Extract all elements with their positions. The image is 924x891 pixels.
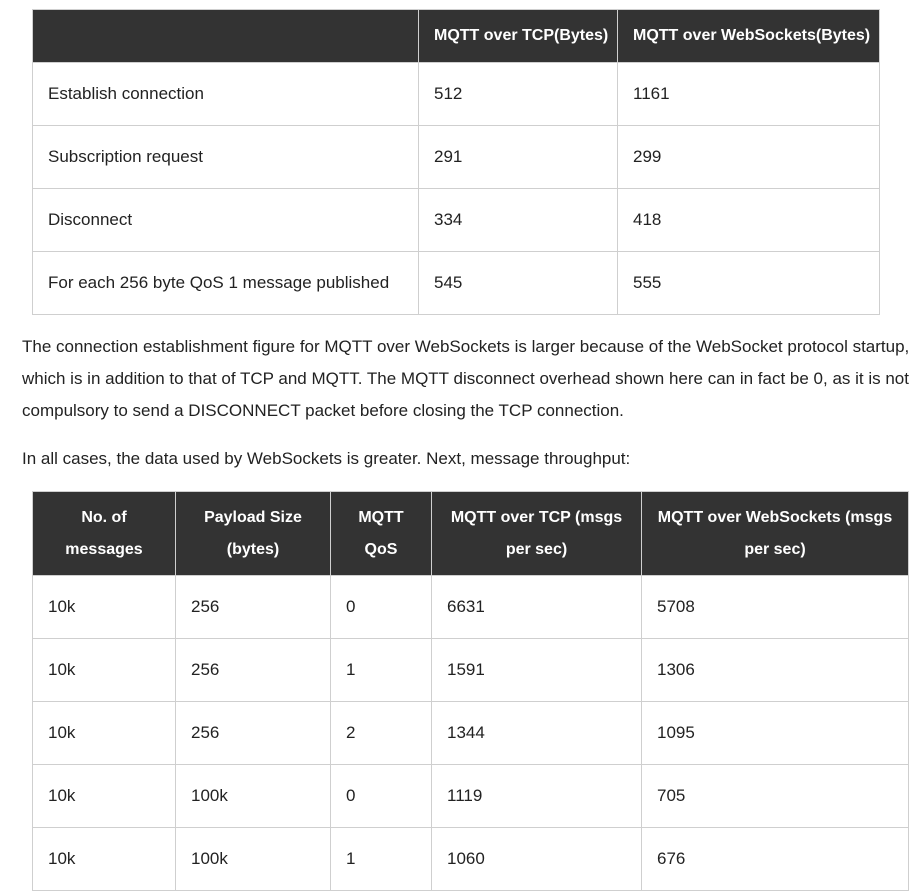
table-cell: 299 <box>617 125 880 189</box>
table-row: 10k 256 1 1591 1306 <box>32 638 909 702</box>
table-cell: 545 <box>418 251 618 315</box>
table-row: Disconnect 334 418 <box>32 188 880 252</box>
table-cell: 0 <box>330 764 432 828</box>
table-cell: 1306 <box>641 638 909 702</box>
table-cell: 1119 <box>431 764 642 828</box>
table-row: Subscription request 291 299 <box>32 125 880 189</box>
table-cell: 256 <box>175 638 331 702</box>
table-row: 10k 256 0 6631 5708 <box>32 575 909 639</box>
throughput-header-cell: No. of messages <box>32 491 176 576</box>
throughput-header-cell: MQTT over WebSockets (msgs per sec) <box>641 491 909 576</box>
table-cell: 1 <box>330 638 432 702</box>
throughput-intro-paragraph: In all cases, the data used by WebSocket… <box>22 449 631 468</box>
table-cell: 512 <box>418 62 618 126</box>
table-cell: 10k <box>32 575 176 639</box>
table-row: Establish connection 512 1161 <box>32 62 880 126</box>
throughput-table: No. of messages Payload Size (bytes) MQT… <box>32 491 909 891</box>
throughput-header-row: No. of messages Payload Size (bytes) MQT… <box>32 491 909 576</box>
table-row: 10k 100k 0 1119 705 <box>32 764 909 828</box>
table-cell: 10k <box>32 827 176 891</box>
table-cell: 1344 <box>431 701 642 765</box>
overhead-header-cell: MQTT over WebSockets(Bytes) <box>617 9 880 63</box>
table-row: For each 256 byte QoS 1 message publishe… <box>32 251 880 315</box>
table-cell: 291 <box>418 125 618 189</box>
table-cell: 1 <box>330 827 432 891</box>
overhead-header-row: MQTT over TCP(Bytes) MQTT over WebSocket… <box>32 9 880 63</box>
table-cell: 2 <box>330 701 432 765</box>
table-cell: Establish connection <box>32 62 419 126</box>
table-row: 10k 256 2 1344 1095 <box>32 701 909 765</box>
table-cell: 6631 <box>431 575 642 639</box>
table-cell: 5708 <box>641 575 909 639</box>
table-cell: 705 <box>641 764 909 828</box>
table-cell: 256 <box>175 701 331 765</box>
table-cell: Disconnect <box>32 188 419 252</box>
table-cell: 676 <box>641 827 909 891</box>
table-cell: 10k <box>32 764 176 828</box>
overhead-header-cell: MQTT over TCP(Bytes) <box>418 9 618 63</box>
table-cell: 334 <box>418 188 618 252</box>
table-cell: 256 <box>175 575 331 639</box>
overhead-table: MQTT over TCP(Bytes) MQTT over WebSocket… <box>32 9 880 315</box>
overhead-header-cell <box>32 9 419 63</box>
table-cell: 1591 <box>431 638 642 702</box>
table-cell: 1161 <box>617 62 880 126</box>
table-cell: 10k <box>32 638 176 702</box>
throughput-header-cell: MQTT QoS <box>330 491 432 576</box>
table-cell: 0 <box>330 575 432 639</box>
table-cell: 1060 <box>431 827 642 891</box>
explanation-paragraph: The connection establishment figure for … <box>22 337 910 420</box>
table-cell: 418 <box>617 188 880 252</box>
table-cell: Subscription request <box>32 125 419 189</box>
table-cell: 10k <box>32 701 176 765</box>
throughput-header-cell: MQTT over TCP (msgs per sec) <box>431 491 642 576</box>
table-cell: 555 <box>617 251 880 315</box>
table-cell: 100k <box>175 764 331 828</box>
table-cell: 100k <box>175 827 331 891</box>
table-cell: 1095 <box>641 701 909 765</box>
table-row: 10k 100k 1 1060 676 <box>32 827 909 891</box>
throughput-header-cell: Payload Size (bytes) <box>175 491 331 576</box>
table-cell: For each 256 byte QoS 1 message publishe… <box>32 251 419 315</box>
